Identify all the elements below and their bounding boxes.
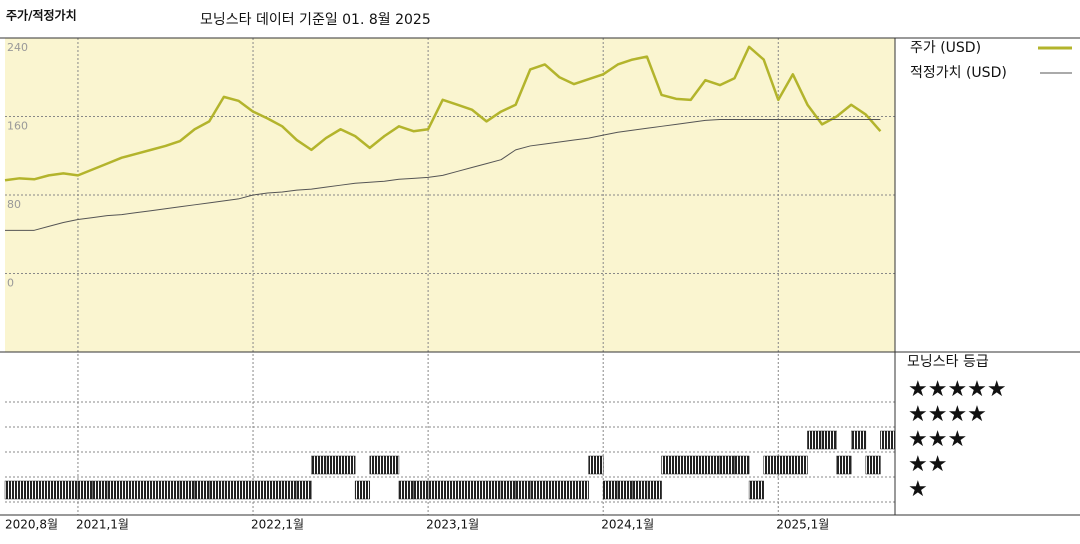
y-tick-label: 160 bbox=[7, 120, 28, 133]
rating-bar bbox=[252, 480, 268, 500]
rating-bar bbox=[486, 480, 502, 500]
rating-bar bbox=[646, 480, 662, 500]
rating-label: ★★★★★ bbox=[908, 377, 1007, 402]
rating-bar bbox=[778, 455, 794, 475]
chart-title: 주가/적정가치 bbox=[6, 8, 77, 23]
chart-subtitle: 모닝스타 데이터 기준일 01. 8월 2025 bbox=[200, 12, 431, 28]
x-tick-label: 2020,8월 bbox=[5, 518, 58, 532]
rating-bar bbox=[209, 480, 225, 500]
x-tick-label: 2022,1월 bbox=[251, 518, 304, 532]
rating-bar bbox=[354, 480, 371, 500]
rating-bar bbox=[719, 455, 735, 475]
rating-bar bbox=[340, 455, 356, 475]
rating-bar bbox=[311, 455, 327, 475]
rating-bar bbox=[880, 430, 896, 450]
legend-label: 적정가치 (USD) bbox=[910, 65, 1007, 81]
rating-bar bbox=[675, 455, 691, 475]
rating-bar bbox=[705, 455, 721, 475]
line bbox=[5, 118, 881, 231]
rating-bar bbox=[413, 480, 429, 500]
plot: 0 80 160 240 2020,8월 2021,1월 2022,1월 2023,1월 202… bbox=[4, 38, 1072, 532]
x-tick-label: 2024,1월 bbox=[601, 518, 654, 532]
rating-bar bbox=[369, 455, 385, 475]
rating-bar bbox=[471, 480, 487, 500]
rating-bar bbox=[19, 480, 35, 500]
line bbox=[4, 45, 882, 182]
x-tick-label: 2023,1월 bbox=[426, 518, 479, 532]
y-tick-label: 80 bbox=[7, 198, 21, 211]
rating-bar bbox=[33, 480, 50, 500]
rating-bar bbox=[748, 480, 764, 500]
rating-bar bbox=[457, 480, 473, 500]
rating-bar bbox=[632, 480, 648, 500]
x-tick-label: 2021,1월 bbox=[76, 518, 129, 532]
rating-bar bbox=[850, 430, 867, 450]
rating-bar bbox=[4, 480, 20, 500]
legend-label: 주가 (USD) bbox=[910, 40, 981, 56]
rating-bar bbox=[63, 480, 79, 500]
rating-bar bbox=[194, 480, 210, 500]
x-tick-label: 2025,1월 bbox=[776, 518, 829, 532]
rating-bar bbox=[588, 455, 604, 475]
rating-bar bbox=[398, 480, 414, 500]
rating-bar bbox=[384, 455, 400, 475]
rating-bar bbox=[150, 480, 166, 500]
rating-bar bbox=[427, 480, 443, 500]
rating-bar bbox=[136, 480, 152, 500]
rating-bar bbox=[106, 480, 122, 500]
rating-bar bbox=[544, 480, 560, 500]
rating-bar bbox=[836, 455, 852, 475]
rating-label: ★ bbox=[908, 477, 928, 502]
rating-bar bbox=[165, 480, 181, 500]
rating-bar bbox=[77, 480, 93, 500]
rating-bar bbox=[515, 480, 531, 500]
rating-bar bbox=[821, 430, 837, 450]
rating-bar bbox=[763, 455, 779, 475]
rating-bar bbox=[281, 480, 298, 500]
rating-bar bbox=[865, 455, 881, 475]
rating-label: ★★ bbox=[908, 452, 947, 477]
y-tick-label: 0 bbox=[7, 277, 14, 290]
rating-bar bbox=[559, 480, 575, 500]
rating-bar bbox=[325, 455, 341, 475]
y-tick-label: 240 bbox=[7, 41, 28, 54]
rating-bar bbox=[734, 455, 750, 475]
rating-bar bbox=[442, 480, 458, 500]
rating-bar bbox=[661, 455, 677, 475]
rating-bar bbox=[500, 480, 516, 500]
rating-bar bbox=[602, 480, 619, 500]
rating-bar bbox=[690, 455, 706, 475]
rating-bar bbox=[267, 480, 283, 500]
rating-bar bbox=[296, 480, 312, 500]
rating-label: ★★★ bbox=[908, 427, 967, 452]
rating-bar bbox=[223, 480, 239, 500]
rating-bar bbox=[792, 455, 808, 475]
rating-bar bbox=[92, 480, 108, 500]
rating-bar bbox=[48, 480, 64, 500]
rating-bar bbox=[121, 480, 137, 500]
rating-bar bbox=[807, 430, 823, 450]
rating-bar bbox=[238, 480, 254, 500]
rating-bar bbox=[529, 480, 546, 500]
rating-label: ★★★★ bbox=[908, 402, 987, 427]
rating-bar bbox=[617, 480, 633, 500]
rating-bar bbox=[179, 480, 195, 500]
rating-bar bbox=[573, 480, 589, 500]
rating-title: 모닝스타 등급 bbox=[907, 354, 989, 370]
